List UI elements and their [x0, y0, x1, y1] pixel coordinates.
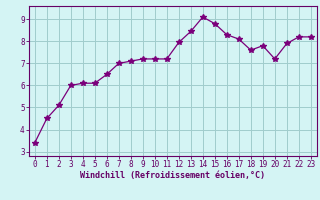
X-axis label: Windchill (Refroidissement éolien,°C): Windchill (Refroidissement éolien,°C)	[80, 171, 265, 180]
